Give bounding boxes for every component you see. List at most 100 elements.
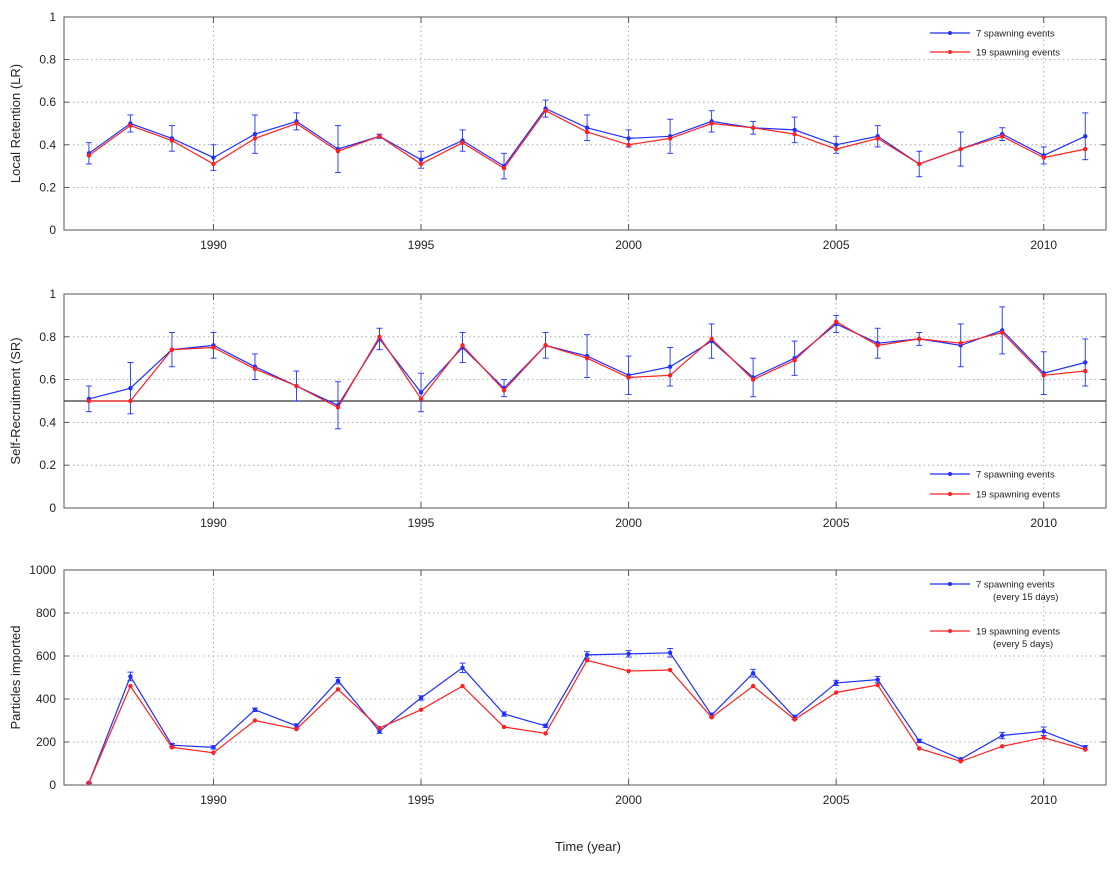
- series-19-events-line: [88, 659, 1086, 784]
- series-19-events-point: [335, 687, 341, 692]
- series-19-events-point: [1083, 368, 1088, 374]
- series-19-events-point: [169, 347, 175, 352]
- series-7-events-point: [335, 678, 341, 683]
- legend-19-events-sublabel: (every 5 days): [993, 639, 1053, 650]
- series-19-events-point: [335, 405, 341, 410]
- series-19-events-point: [584, 356, 590, 361]
- series-19-events-point: [1041, 155, 1046, 160]
- series-19-events-point: [252, 136, 258, 141]
- y-tick-label: 0.8: [39, 53, 56, 67]
- legend-19-events-marker: [948, 492, 952, 496]
- series-19-events-point: [750, 683, 756, 689]
- series-19-events-point: [875, 136, 880, 141]
- panel-self-recruitment: 1990 1995 2000 2005 2010 0 0.2 0.4 0.6 0.8 1 Self-R…: [8, 287, 1107, 530]
- series-7-events-point: [460, 665, 465, 671]
- series-19-events-point: [377, 725, 382, 731]
- series-19-events-point: [294, 726, 299, 732]
- x-tick-label: 1995: [408, 516, 435, 530]
- series-19-events-point: [501, 724, 507, 730]
- series-19-events-point: [958, 146, 963, 152]
- y-tick-label: 0.2: [39, 180, 56, 194]
- y-tick-label: 0.8: [39, 330, 56, 344]
- series-19-events-point: [460, 683, 465, 689]
- series-19-events-point: [418, 707, 424, 712]
- x-tick-label: 1990: [200, 238, 227, 252]
- panel-local-retention: 1990 1995 2000 2005 2010 0 0.2 0.4 0.6 0.8 1 Local …: [8, 10, 1107, 252]
- series-19-events-point: [86, 153, 92, 158]
- series-19-events-point: [169, 745, 175, 750]
- series-19-events-point: [833, 146, 839, 152]
- series-19-events-point: [709, 336, 714, 342]
- series-19-events-point: [418, 396, 424, 402]
- legend-7-events-label: 7 spawning events: [976, 470, 1055, 481]
- series-7-events-point: [543, 723, 548, 729]
- y-axis-label: Local Retention (LR): [8, 64, 23, 183]
- series-7-events-point: [418, 157, 424, 162]
- legend-7-events-marker: [948, 31, 952, 35]
- legend-7-events-label: 7 spawning events: [976, 29, 1055, 40]
- series-19-events-point: [709, 121, 714, 126]
- series-7-events-point: [252, 131, 258, 137]
- series-19-events-point: [128, 398, 133, 404]
- series-19-events-point: [916, 336, 922, 342]
- series-19-events-point: [1000, 744, 1005, 749]
- y-tick-label: 0.4: [39, 415, 56, 429]
- series-7-events-point: [667, 364, 673, 369]
- legend-7-events-label: 7 spawning events: [976, 580, 1055, 591]
- x-tick-label: 1995: [408, 238, 435, 252]
- series-7-events-point: [1083, 134, 1088, 139]
- series-19-events-point: [543, 108, 548, 113]
- plot-frame: [63, 569, 1107, 786]
- x-axis-label: Time (year): [555, 839, 621, 854]
- series-19-events-point: [128, 683, 133, 689]
- x-tick-label: 2000: [615, 793, 642, 807]
- plot-frame: [63, 16, 1107, 231]
- series-19-events-point: [667, 136, 673, 141]
- series-7-events-point: [667, 650, 673, 655]
- series-19-events-point: [128, 123, 133, 128]
- series-19-events-point: [1000, 134, 1005, 139]
- y-tick-label: 0.4: [39, 138, 56, 152]
- series-19-events-point: [294, 383, 299, 389]
- series-19-events-point: [626, 142, 631, 147]
- series-7-events-point: [501, 711, 507, 717]
- series-19-events-point: [377, 134, 382, 139]
- series-19-events-point: [252, 718, 258, 723]
- series-19-events-point: [792, 717, 797, 722]
- series-19-events-point: [584, 658, 590, 663]
- legend-19-events-label: 19 spawning events: [976, 48, 1060, 59]
- series-7-events-point: [584, 125, 590, 130]
- y-tick-label: 800: [36, 606, 56, 620]
- series-7-events-point: [875, 677, 880, 682]
- series-7-events-point: [833, 680, 839, 686]
- x-tick-label: 1995: [408, 793, 435, 807]
- series-19-events-point: [667, 667, 673, 673]
- series-19-events-point: [750, 377, 756, 382]
- x-tick-label: 2005: [823, 516, 850, 530]
- series-19-events-point: [667, 373, 673, 378]
- series-19-events-point: [294, 121, 299, 126]
- x-tick-label: 2000: [615, 238, 642, 252]
- series-19-events-point: [335, 148, 341, 154]
- series-19-events-point: [833, 319, 839, 325]
- y-tick-label: 1000: [29, 563, 56, 577]
- y-tick-label: 600: [36, 649, 56, 663]
- series-7-events-point: [584, 652, 590, 658]
- y-tick-label: 1: [49, 10, 56, 24]
- series-19-events-point: [916, 161, 922, 167]
- y-tick-label: 0.6: [39, 373, 56, 387]
- series-19-events-point: [211, 161, 216, 167]
- series-7-events-point: [1041, 729, 1046, 734]
- series-19-events-point: [1041, 735, 1046, 740]
- series-19-events-point: [543, 343, 548, 348]
- series-7-events-point: [418, 390, 424, 395]
- series-7-events-line: [88, 652, 1086, 784]
- series-7-events-point: [211, 155, 216, 160]
- series-19-events-point: [1000, 330, 1005, 335]
- series-19-events-point: [833, 690, 839, 695]
- series-7-events-point: [792, 127, 797, 133]
- series-19-events-point: [460, 343, 465, 348]
- legend-19-events-marker: [948, 50, 952, 54]
- series-7-events-point: [626, 651, 631, 657]
